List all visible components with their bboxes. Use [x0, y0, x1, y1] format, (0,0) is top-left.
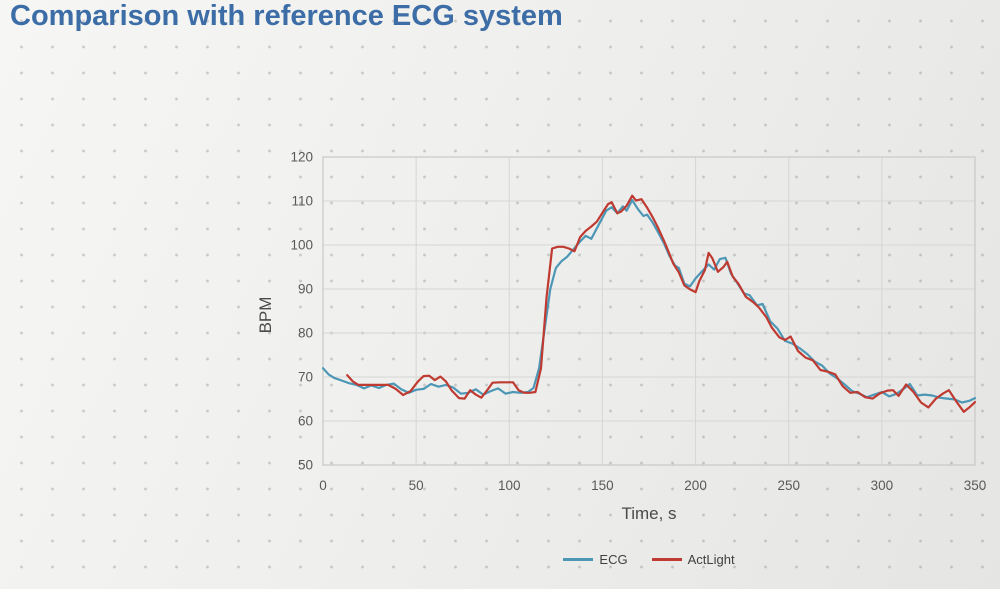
- x-axis-title: Time, s: [621, 504, 677, 523]
- ecg-line-swatch: [563, 558, 594, 561]
- svg-text:150: 150: [591, 478, 614, 493]
- legend-label-ecg: ECG: [599, 552, 628, 567]
- svg-text:70: 70: [298, 370, 313, 385]
- actlight-line-swatch: [651, 558, 682, 561]
- svg-text:80: 80: [298, 326, 313, 341]
- legend-item-ecg: ECG: [563, 552, 628, 567]
- y-axis-title: BPM: [256, 296, 275, 334]
- svg-text:60: 60: [298, 414, 313, 429]
- legend-label-actlight: ActLight: [687, 552, 735, 567]
- svg-text:50: 50: [409, 478, 424, 493]
- slide-title: Comparison with reference ECG system: [10, 0, 563, 32]
- svg-text:350: 350: [964, 478, 987, 493]
- svg-text:50: 50: [298, 458, 313, 473]
- svg-text:120: 120: [290, 150, 313, 165]
- series-line-ecg: [321, 199, 977, 404]
- svg-text:300: 300: [871, 478, 894, 493]
- series-line-actlight: [346, 194, 977, 413]
- legend: ECG ActLight: [323, 552, 975, 567]
- legend-item-actlight: ActLight: [651, 552, 735, 567]
- svg-text:0: 0: [319, 478, 327, 493]
- svg-text:250: 250: [777, 478, 800, 493]
- svg-text:200: 200: [684, 478, 707, 493]
- svg-text:100: 100: [290, 238, 313, 253]
- svg-text:110: 110: [291, 194, 313, 209]
- svg-text:100: 100: [498, 478, 521, 493]
- svg-text:90: 90: [298, 282, 313, 297]
